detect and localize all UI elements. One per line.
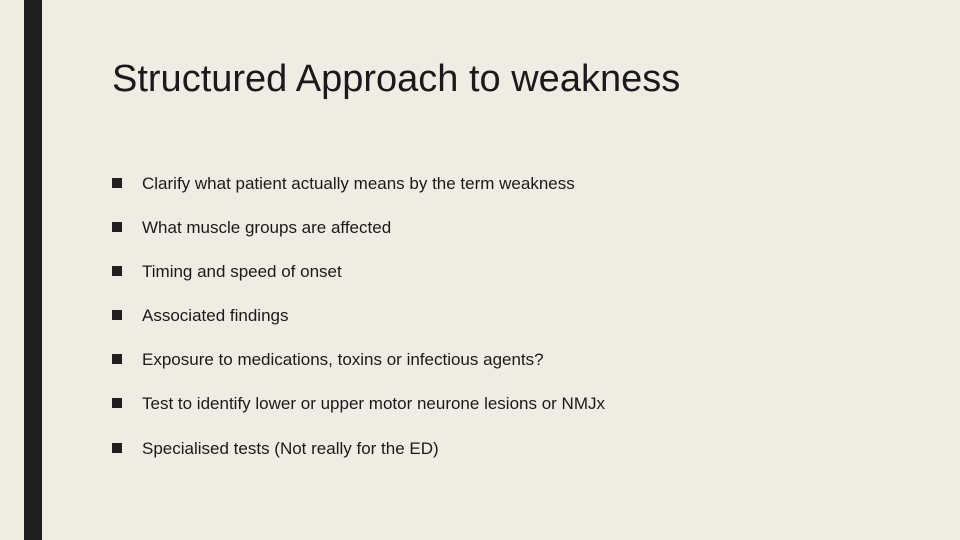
list-item: Specialised tests (Not really for the ED… [112,438,920,460]
slide-content: Structured Approach to weakness Clarify … [112,58,920,482]
square-bullet-icon [112,266,122,276]
square-bullet-icon [112,354,122,364]
accent-side-bar [24,0,42,540]
bullet-list: Clarify what patient actually means by t… [112,173,920,460]
list-item-text: Timing and speed of onset [142,261,342,283]
square-bullet-icon [112,310,122,320]
list-item-text: Test to identify lower or upper motor ne… [142,393,605,415]
square-bullet-icon [112,443,122,453]
square-bullet-icon [112,222,122,232]
list-item-text: Associated findings [142,305,288,327]
list-item: Test to identify lower or upper motor ne… [112,393,920,415]
list-item-text: What muscle groups are affected [142,217,391,239]
list-item: What muscle groups are affected [112,217,920,239]
list-item-text: Exposure to medications, toxins or infec… [142,349,544,371]
square-bullet-icon [112,178,122,188]
slide-title: Structured Approach to weakness [112,58,920,101]
list-item: Exposure to medications, toxins or infec… [112,349,920,371]
list-item-text: Clarify what patient actually means by t… [142,173,575,195]
list-item: Timing and speed of onset [112,261,920,283]
list-item: Associated findings [112,305,920,327]
list-item: Clarify what patient actually means by t… [112,173,920,195]
square-bullet-icon [112,398,122,408]
list-item-text: Specialised tests (Not really for the ED… [142,438,439,460]
